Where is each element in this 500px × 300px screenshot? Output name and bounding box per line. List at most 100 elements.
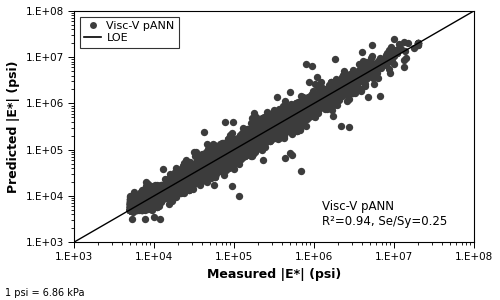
Point — [190, 174, 198, 179]
Point — [312, 107, 320, 112]
Point — [136, 206, 143, 211]
Point — [235, 147, 243, 152]
Point — [218, 158, 226, 163]
Point — [292, 109, 300, 114]
Point — [156, 190, 164, 195]
Point — [250, 142, 258, 147]
Point — [330, 101, 338, 106]
Point — [272, 135, 280, 140]
Point — [256, 128, 264, 133]
Point — [126, 207, 134, 212]
Point — [257, 135, 265, 140]
Legend: Visc-V pANN, LOE: Visc-V pANN, LOE — [80, 16, 179, 48]
Point — [254, 128, 262, 133]
Point — [212, 163, 220, 167]
Point — [126, 207, 134, 212]
Point — [210, 156, 218, 161]
Point — [258, 136, 266, 141]
Point — [274, 129, 282, 134]
Point — [277, 120, 285, 125]
Point — [294, 111, 302, 116]
Point — [278, 119, 286, 124]
Point — [130, 202, 138, 207]
Point — [374, 58, 382, 63]
Point — [166, 187, 173, 192]
Point — [142, 198, 150, 203]
Point — [186, 170, 194, 175]
Point — [170, 185, 178, 190]
Point — [365, 71, 373, 76]
Point — [224, 148, 232, 152]
Point — [296, 115, 304, 119]
Point — [315, 107, 323, 112]
Point — [208, 166, 216, 170]
Point — [280, 111, 287, 116]
Point — [334, 92, 342, 96]
Point — [182, 175, 190, 179]
Point — [298, 108, 306, 113]
Point — [200, 161, 207, 166]
Point — [226, 159, 234, 164]
Point — [206, 158, 214, 162]
Point — [186, 177, 194, 182]
Point — [236, 150, 244, 155]
Point — [226, 148, 234, 152]
Point — [229, 150, 237, 155]
Point — [162, 184, 170, 189]
Point — [258, 131, 266, 136]
Point — [255, 124, 263, 128]
Point — [226, 151, 234, 156]
Point — [274, 120, 282, 124]
Point — [205, 161, 213, 166]
Point — [252, 139, 260, 143]
Point — [184, 163, 192, 168]
Point — [295, 109, 303, 113]
Point — [181, 166, 189, 171]
Point — [250, 124, 258, 129]
Point — [246, 141, 254, 146]
Point — [142, 196, 150, 200]
Point — [294, 106, 302, 111]
Point — [314, 111, 322, 116]
Point — [278, 116, 286, 121]
Point — [310, 102, 318, 106]
Point — [258, 127, 266, 132]
Point — [162, 190, 170, 194]
Point — [270, 118, 278, 123]
Point — [281, 112, 289, 117]
Point — [218, 157, 226, 161]
Point — [288, 120, 296, 124]
Point — [163, 188, 171, 192]
Point — [202, 161, 210, 166]
Point — [132, 206, 140, 211]
Point — [228, 154, 236, 158]
Point — [211, 158, 219, 163]
Point — [201, 163, 209, 168]
Point — [294, 129, 302, 134]
Point — [312, 95, 320, 100]
Point — [229, 146, 237, 151]
Point — [224, 157, 232, 162]
Point — [138, 194, 146, 199]
Point — [273, 130, 281, 135]
Point — [166, 183, 174, 188]
Point — [276, 121, 283, 126]
Point — [370, 66, 378, 70]
Point — [244, 140, 252, 144]
Point — [126, 207, 134, 212]
Point — [270, 127, 278, 132]
Point — [256, 136, 264, 140]
Point — [169, 179, 177, 184]
Point — [240, 153, 248, 158]
Point — [298, 103, 306, 108]
Point — [188, 163, 196, 168]
Point — [230, 147, 237, 152]
Point — [234, 154, 241, 158]
Point — [287, 120, 295, 125]
Point — [242, 137, 250, 142]
Point — [196, 166, 204, 171]
Point — [282, 115, 290, 120]
Point — [274, 123, 281, 128]
Point — [210, 168, 218, 173]
Point — [312, 95, 320, 100]
